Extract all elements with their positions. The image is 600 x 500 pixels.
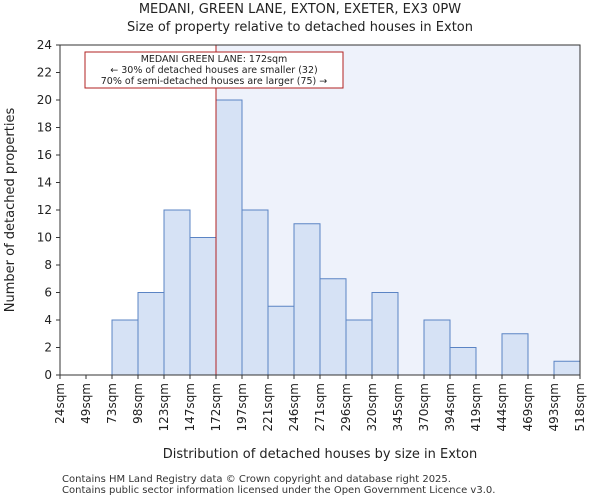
y-tick-label: 0 bbox=[44, 368, 52, 382]
bar bbox=[137, 292, 165, 376]
bar bbox=[267, 305, 295, 376]
x-tick-label: 394sqm bbox=[443, 383, 457, 431]
x-tick-label: 98sqm bbox=[131, 383, 145, 424]
bar bbox=[423, 319, 451, 376]
x-tick-label: 123sqm bbox=[157, 383, 171, 431]
y-tick-label: 2 bbox=[44, 341, 52, 355]
footer-line-2: Contains public sector information licen… bbox=[62, 485, 496, 496]
y-tick-label: 12 bbox=[37, 203, 52, 217]
x-tick-label: 296sqm bbox=[339, 383, 353, 431]
bar bbox=[371, 292, 399, 376]
bar bbox=[293, 223, 321, 376]
bar bbox=[553, 360, 581, 376]
y-tick-label: 20 bbox=[37, 93, 52, 107]
x-tick-label: 469sqm bbox=[521, 383, 535, 431]
y-tick-label: 18 bbox=[37, 121, 52, 135]
y-tick-label: 22 bbox=[37, 66, 52, 80]
annotation-title: MEDANI GREEN LANE: 172sqm bbox=[141, 54, 288, 65]
bar bbox=[319, 278, 347, 376]
bar bbox=[241, 209, 269, 376]
x-tick-label: 518sqm bbox=[573, 383, 587, 431]
bar bbox=[215, 99, 243, 376]
x-tick-label: 444sqm bbox=[495, 383, 509, 431]
y-tick-label: 8 bbox=[44, 258, 52, 272]
y-tick-label: 4 bbox=[44, 313, 52, 327]
bar bbox=[345, 319, 373, 376]
x-tick-label: 320sqm bbox=[365, 383, 379, 431]
chart-title: MEDANI, GREEN LANE, EXTON, EXETER, EX3 0… bbox=[138, 2, 462, 17]
footer-line-1: Contains HM Land Registry data © Crown c… bbox=[62, 474, 451, 485]
x-tick-label: 370sqm bbox=[417, 383, 431, 431]
bar bbox=[163, 209, 191, 376]
x-tick-label: 493sqm bbox=[547, 383, 561, 431]
x-axis-label: Distribution of detached houses by size … bbox=[163, 447, 477, 462]
x-tick-label: 197sqm bbox=[235, 383, 249, 431]
y-tick-label: 6 bbox=[44, 286, 52, 300]
x-tick-label: 271sqm bbox=[313, 383, 327, 431]
x-tick-label: 419sqm bbox=[469, 383, 483, 431]
annotation-frame bbox=[84, 51, 344, 89]
annotation-larger: 70% of semi-detached houses are larger (… bbox=[101, 76, 328, 87]
x-tick-label: 246sqm bbox=[287, 383, 301, 431]
y-tick-label: 24 bbox=[37, 38, 52, 52]
x-tick-label: 172sqm bbox=[209, 383, 223, 431]
annotation-box: MEDANI GREEN LANE: 172sqm ← 30% of detac… bbox=[84, 51, 344, 89]
bar bbox=[189, 237, 217, 376]
x-tick-label: 345sqm bbox=[391, 383, 405, 431]
y-tick-label: 10 bbox=[37, 231, 52, 245]
y-tick-label: 16 bbox=[37, 148, 52, 162]
y-tick-label: 14 bbox=[37, 176, 52, 190]
x-tick-label: 147sqm bbox=[183, 383, 197, 431]
chart-subtitle: Size of property relative to detached ho… bbox=[127, 20, 473, 35]
x-tick-label: 73sqm bbox=[105, 383, 119, 424]
x-tick-label: 24sqm bbox=[53, 383, 67, 424]
bar bbox=[501, 333, 529, 376]
bar bbox=[111, 319, 139, 376]
bar bbox=[449, 347, 477, 376]
x-tick-label: 49sqm bbox=[79, 383, 93, 424]
annotation-smaller: ← 30% of detached houses are smaller (32… bbox=[110, 65, 317, 76]
y-axis-label: Number of detached properties bbox=[3, 108, 18, 313]
x-tick-label: 221sqm bbox=[261, 383, 275, 431]
